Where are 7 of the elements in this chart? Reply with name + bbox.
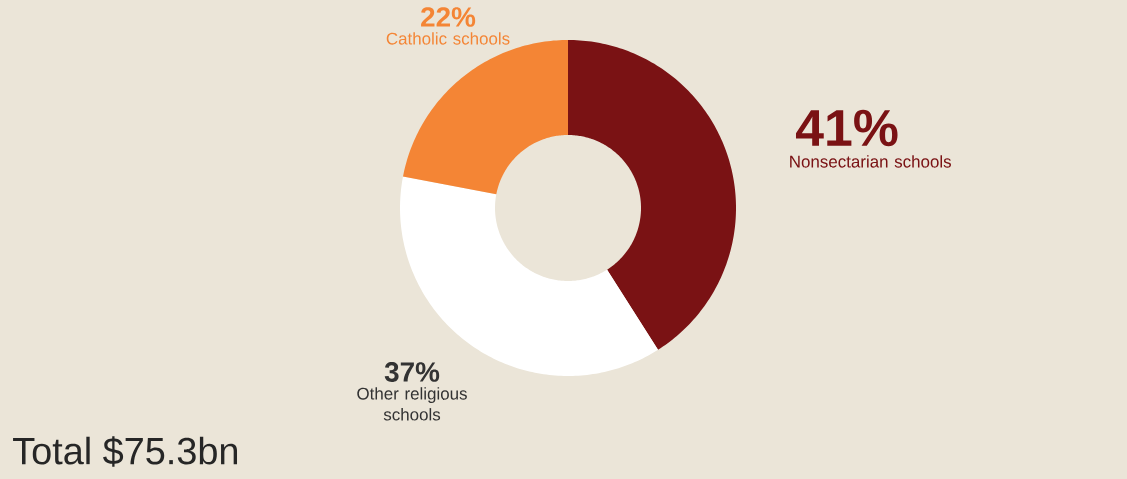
data-label: 22% <box>421 7 476 27</box>
slice-label: Other religious schools <box>357 387 467 421</box>
data-label: 37% <box>384 362 440 382</box>
slice-label: Nonsectarian schools <box>790 155 951 168</box>
data-label: 41% <box>795 109 898 147</box>
text: Total $75.3bn <box>13 436 238 467</box>
slice-label: Catholic schools <box>386 32 510 45</box>
